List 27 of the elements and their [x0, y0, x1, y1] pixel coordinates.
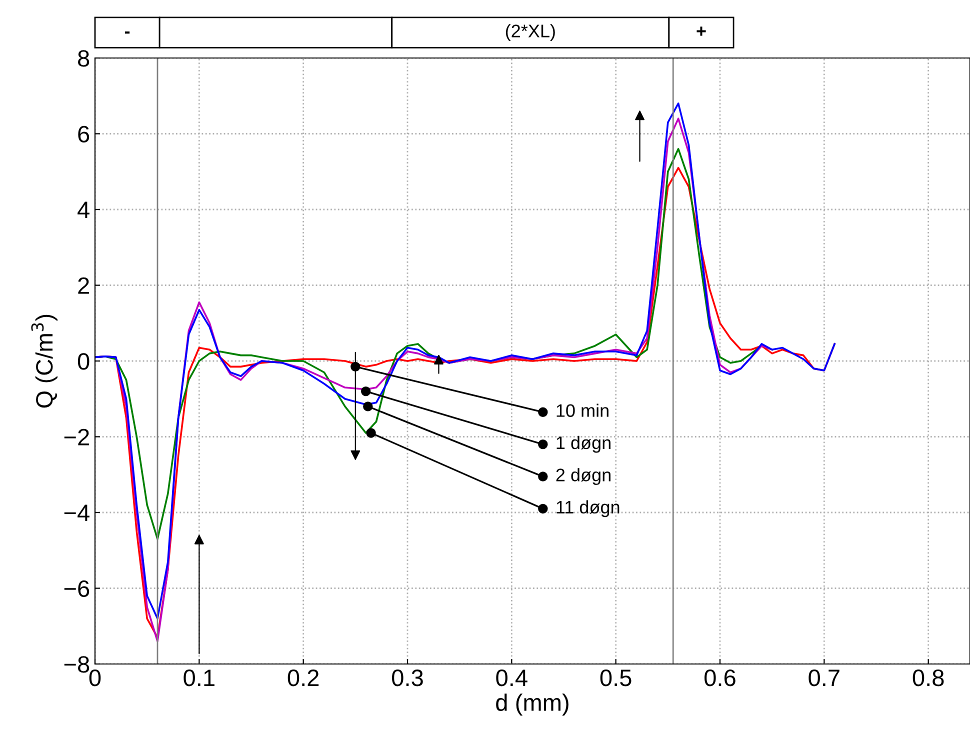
x-tick-label: 0.3 [392, 669, 423, 686]
y-tick-label: −6 [64, 580, 90, 598]
annotation: 1 døgn [556, 436, 610, 453]
x-tick-label: 0.4 [496, 669, 528, 686]
annotation: 10 min [556, 404, 608, 417]
x-tick-label: 0.1 [184, 669, 214, 686]
text: + [696, 26, 706, 36]
annotation: 11 døgn [556, 500, 620, 518]
y-tick-label: 2 [78, 277, 89, 294]
y-tick-label: 4 [78, 202, 90, 218]
y-axis-title: Q (C/m$^{3}$) [31, 314, 58, 408]
y-tick-label: 0 [78, 353, 90, 370]
x-tick-label: 0.6 [704, 669, 736, 686]
x-tick-label: 0.7 [808, 669, 840, 686]
annotation: 2 døgn [556, 468, 610, 485]
y-tick-label: −8 [64, 656, 90, 673]
x-tick-label: 0.5 [600, 669, 632, 686]
x-tick-label: 0.8 [912, 669, 944, 686]
x-tick-label: 0.2 [288, 669, 319, 686]
text: - [124, 31, 130, 34]
y-tick-label: 6 [78, 126, 90, 143]
y-tick-label: −2 [64, 428, 89, 446]
text: (2*XL) [506, 24, 555, 41]
y-tick-label: −4 [64, 504, 90, 522]
x-axis-title: d (mm) [496, 694, 568, 716]
x-tick-label: 0 [89, 669, 101, 686]
y-tick-label: 8 [78, 50, 90, 67]
